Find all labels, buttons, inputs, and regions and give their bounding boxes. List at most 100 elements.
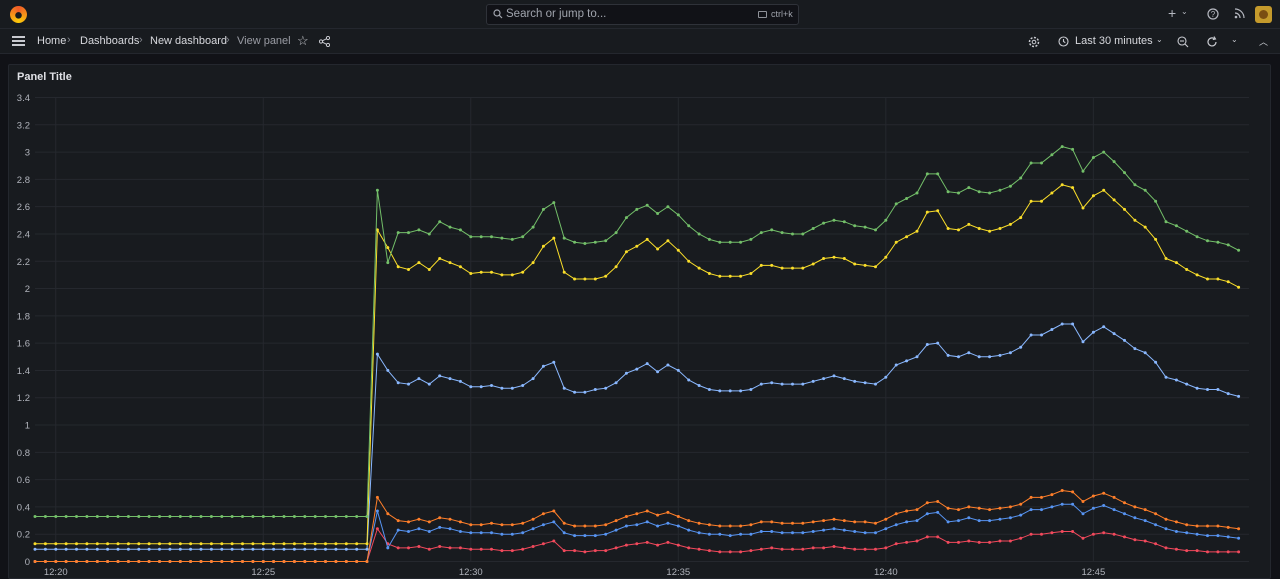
data-point xyxy=(521,235,525,239)
data-point xyxy=(1040,495,1043,499)
refresh-icon[interactable] xyxy=(1206,36,1218,48)
data-point xyxy=(1216,550,1220,554)
data-point xyxy=(1112,332,1116,336)
data-point xyxy=(510,532,514,536)
data-point xyxy=(791,382,794,386)
breadcrumb-home[interactable]: Home xyxy=(37,35,67,47)
data-point xyxy=(573,524,577,528)
data-point xyxy=(531,527,535,531)
chevron-down-icon[interactable]: ⌄ xyxy=(1231,35,1238,44)
data-point xyxy=(707,388,711,391)
data-point xyxy=(562,270,566,274)
plus-icon[interactable]: + xyxy=(1168,5,1177,21)
data-point xyxy=(541,207,545,211)
y-tick-label: 0.8 xyxy=(17,448,30,459)
data-point xyxy=(573,240,577,244)
help-icon[interactable]: ? xyxy=(1207,8,1219,20)
data-point xyxy=(936,341,940,345)
data-point xyxy=(656,212,660,215)
data-point xyxy=(697,266,701,270)
data-point xyxy=(552,509,556,513)
data-point xyxy=(365,547,369,551)
breadcrumb-dashboards[interactable]: Dashboards xyxy=(80,35,140,47)
data-point xyxy=(822,221,826,225)
data-point xyxy=(791,547,794,551)
data-point xyxy=(1091,156,1095,159)
data-point xyxy=(728,524,732,528)
data-point xyxy=(811,227,815,230)
data-point xyxy=(957,355,960,359)
data-point xyxy=(614,265,618,269)
data-point xyxy=(656,524,660,528)
data-point xyxy=(1164,517,1168,521)
data-point xyxy=(33,515,37,518)
data-point xyxy=(552,201,556,205)
data-point xyxy=(1123,501,1126,505)
data-point xyxy=(220,547,224,551)
chevron-up-icon[interactable]: ︿ xyxy=(1259,37,1269,47)
star-icon[interactable]: ☆ xyxy=(297,33,309,48)
y-tick-label: 3.2 xyxy=(17,120,30,131)
chevron-down-icon[interactable]: ⌄ xyxy=(1181,7,1188,16)
data-point xyxy=(417,545,421,548)
data-point xyxy=(448,517,452,521)
gear-icon[interactable] xyxy=(1028,36,1040,48)
data-point xyxy=(469,547,473,551)
data-point xyxy=(614,546,618,550)
zoom-out-icon[interactable] xyxy=(1177,36,1189,48)
data-point xyxy=(168,560,172,563)
news-icon[interactable] xyxy=(1234,8,1245,19)
data-point xyxy=(863,520,867,524)
data-point xyxy=(1143,225,1147,229)
data-point xyxy=(1226,535,1230,539)
data-point xyxy=(1112,532,1116,536)
panel-title[interactable]: Panel Title xyxy=(17,71,72,83)
data-point xyxy=(272,560,276,563)
share-icon[interactable] xyxy=(319,36,330,47)
data-point xyxy=(469,272,473,275)
data-point xyxy=(635,367,639,371)
data-point xyxy=(458,228,462,232)
data-point xyxy=(490,547,493,551)
data-point xyxy=(1195,524,1199,528)
data-point xyxy=(64,515,68,518)
data-point xyxy=(438,257,442,260)
data-point xyxy=(1081,500,1085,503)
data-point xyxy=(1091,194,1095,198)
data-point xyxy=(396,546,400,550)
data-point xyxy=(718,550,722,554)
data-point xyxy=(292,547,296,551)
data-point xyxy=(531,517,535,521)
data-point xyxy=(676,524,680,528)
data-point xyxy=(604,386,608,390)
data-point xyxy=(946,227,950,230)
data-point xyxy=(241,515,244,518)
data-point xyxy=(656,513,660,517)
data-point xyxy=(220,542,224,546)
data-point xyxy=(801,531,805,535)
data-point xyxy=(635,523,639,527)
search-input[interactable]: Search or jump to... ctrl+k xyxy=(486,4,799,25)
data-point xyxy=(780,382,784,386)
breadcrumb-separator: › xyxy=(139,34,143,46)
data-point xyxy=(957,191,960,195)
data-point xyxy=(54,542,58,546)
menu-icon[interactable] xyxy=(12,36,25,46)
data-point xyxy=(1216,524,1220,528)
data-point xyxy=(1174,547,1178,551)
data-point xyxy=(884,218,888,222)
data-point xyxy=(417,228,421,232)
data-point xyxy=(500,523,504,527)
data-point xyxy=(791,531,794,535)
data-point xyxy=(811,379,815,383)
data-point xyxy=(1185,531,1189,535)
data-point xyxy=(1112,495,1116,499)
avatar[interactable] xyxy=(1255,6,1272,23)
breadcrumb-dashboard[interactable]: New dashboard xyxy=(150,35,228,47)
grafana-logo-icon[interactable] xyxy=(10,6,27,23)
data-point xyxy=(1102,188,1106,192)
data-point xyxy=(977,540,981,544)
data-point xyxy=(241,547,244,551)
data-point xyxy=(988,519,992,523)
